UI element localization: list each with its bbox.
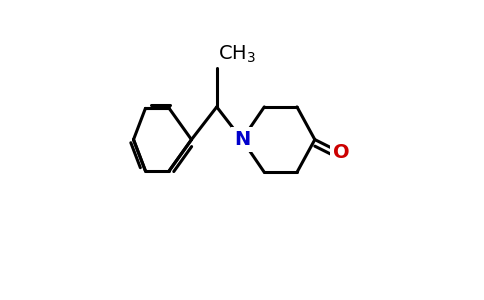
Text: CH$_3$: CH$_3$ [218, 44, 256, 65]
Text: N: N [234, 130, 250, 149]
Text: O: O [333, 143, 350, 163]
